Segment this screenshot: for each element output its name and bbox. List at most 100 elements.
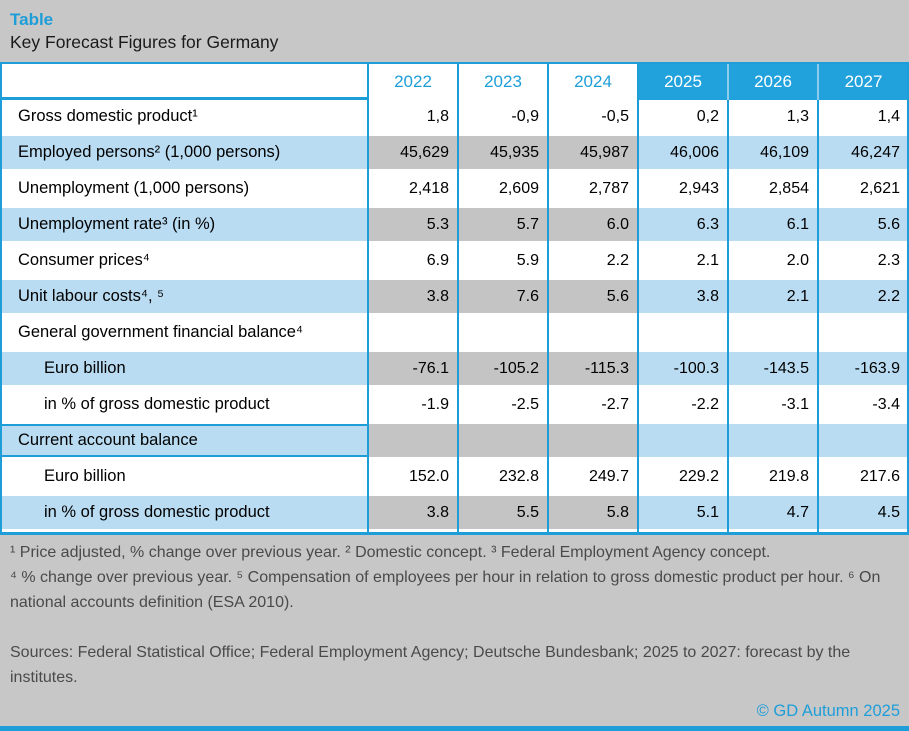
cell-2025: -100.3 <box>638 352 728 385</box>
column-separator <box>727 62 729 535</box>
table-row: Unit labour costs⁴, ⁵ 3.8 7.6 5.6 3.8 2.1 2.2 <box>0 280 909 316</box>
page-bottom-bar <box>0 726 909 731</box>
forecast-header-separator <box>817 64 819 100</box>
cell-2023: 5.9 <box>516 251 539 269</box>
cell-2027 <box>818 424 909 457</box>
cell-2027: 5.6 <box>818 208 909 241</box>
column-header-2027: 2027 <box>818 64 909 100</box>
column-header-2025: 2025 <box>638 64 728 100</box>
row-label: Unit labour costs⁴, ⁵ <box>0 280 368 313</box>
table-right-border <box>907 62 909 535</box>
cell-2026: -3.1 <box>781 395 809 413</box>
cell-2025: -2.2 <box>691 395 719 413</box>
column-header-2022: 2022 <box>368 64 458 100</box>
cell-2024: 45,987 <box>548 136 638 169</box>
cell-2027: 4.5 <box>818 496 909 529</box>
cell-2027: 1,4 <box>877 107 900 125</box>
document-header: Table Key Forecast Figures for Germany <box>0 0 909 62</box>
column-separator <box>817 62 819 535</box>
column-header-2024: 2024 <box>548 64 638 100</box>
row-label: Gross domestic product¹ <box>18 107 198 125</box>
table-kicker: Table <box>10 10 54 29</box>
cell-2025: 229.2 <box>678 467 719 485</box>
cell-2024: -115.3 <box>548 352 638 385</box>
row-label: Unemployment (1,000 persons) <box>18 179 250 197</box>
column-separator <box>637 62 639 535</box>
cell-2027: 2.2 <box>818 280 909 313</box>
table-row: Euro billion 152.0 232.8 249.7 229.2 219.8 217… <box>0 460 909 496</box>
cell-2023: 5.5 <box>458 496 548 529</box>
cell-2023: 45,935 <box>458 136 548 169</box>
cell-2026: 2.0 <box>786 251 809 269</box>
column-separator <box>457 62 459 535</box>
table-bottom-border <box>0 532 909 535</box>
cell-2024: 5.6 <box>548 280 638 313</box>
cell-2027: -163.9 <box>818 352 909 385</box>
column-separator <box>367 62 369 535</box>
cell-2024: 2.2 <box>606 251 629 269</box>
table-left-border <box>0 62 2 535</box>
cell-2024 <box>548 424 638 457</box>
table-row: General government financial balance⁴ <box>0 316 909 352</box>
cell-2024: 2,787 <box>588 179 629 197</box>
cell-2026: 46,109 <box>728 136 818 169</box>
table-row: Employed persons² (1,000 persons) 45,629 4… <box>0 136 909 172</box>
header-label-cell <box>0 64 368 100</box>
cell-2025: 3.8 <box>638 280 728 313</box>
table-row: Euro billion -76.1 -105.2 -115.3 -100.3 -143.… <box>0 352 909 388</box>
table-row: in % of gross domestic product -1.9 -2.5 -2… <box>0 388 909 424</box>
footnote-line-1: ¹ Price adjusted, % change over previous… <box>10 544 771 561</box>
table-header-row: 2022 2023 2024 2025 2026 2027 <box>0 64 909 100</box>
cell-2022: 45,629 <box>368 136 458 169</box>
cell-2025: 2,943 <box>678 179 719 197</box>
forecast-header-separator <box>727 64 729 100</box>
sources-note: Sources: Federal Statistical Office; Fed… <box>10 644 851 686</box>
cell-2022: 6.9 <box>426 251 449 269</box>
cell-2025 <box>638 424 728 457</box>
cell-2023: -105.2 <box>458 352 548 385</box>
table-row: Gross domestic product¹ 1,8 -0,9 -0,5 0,2 1,3… <box>0 100 909 136</box>
cell-2024: 5.8 <box>548 496 638 529</box>
page-title: Key Forecast Figures for Germany <box>10 32 279 52</box>
cell-2027: 2,621 <box>859 179 900 197</box>
column-separator <box>547 62 549 535</box>
cell-2023: -2.5 <box>511 395 539 413</box>
cell-2026: 2,854 <box>768 179 809 197</box>
cell-2024 <box>548 316 638 349</box>
row-label: in % of gross domestic product <box>44 395 270 413</box>
cell-2025: 0,2 <box>696 107 719 125</box>
cell-2024: -0,5 <box>601 107 629 125</box>
footnotes-block: ¹ Price adjusted, % change over previous… <box>0 536 909 694</box>
cell-2022: 1,8 <box>426 107 449 125</box>
cell-2022: -1.9 <box>421 395 449 413</box>
cell-2026: -143.5 <box>728 352 818 385</box>
column-header-2023: 2023 <box>458 64 548 100</box>
cell-2026: 6.1 <box>728 208 818 241</box>
cell-2026: 219.8 <box>768 467 809 485</box>
row-label: General government financial balance⁴ <box>18 323 304 341</box>
table-row: Consumer prices⁴ 6.9 5.9 2.2 2.1 2.0 2.3 <box>0 244 909 280</box>
cell-2024: 249.7 <box>588 467 629 485</box>
table-row: Unemployment rate³ (in %) 5.3 5.7 6.0 6.3 6.1… <box>0 208 909 244</box>
row-label: Employed persons² (1,000 persons) <box>0 136 368 169</box>
forecast-table: 2022 2023 2024 2025 2026 2027 Gross dome… <box>0 62 909 535</box>
cell-2023: 5.7 <box>458 208 548 241</box>
cell-2025: 5.1 <box>638 496 728 529</box>
cell-2023: -0,9 <box>511 107 539 125</box>
cell-2022 <box>368 316 458 349</box>
cell-2024: -2.7 <box>601 395 629 413</box>
cell-2023 <box>458 316 548 349</box>
footnote-line-2: ⁴ % change over previous year. ⁵ Compens… <box>10 569 881 611</box>
cell-2022: 2,418 <box>408 179 449 197</box>
cell-2026: 1,3 <box>786 107 809 125</box>
cell-2027: 217.6 <box>859 467 900 485</box>
cell-2022: -76.1 <box>368 352 458 385</box>
cell-2026: 2.1 <box>728 280 818 313</box>
cell-2027: 46,247 <box>818 136 909 169</box>
row-label: Euro billion <box>0 352 368 385</box>
table-row: Unemployment (1,000 persons) 2,418 2,609 2,… <box>0 172 909 208</box>
cell-2022: 5.3 <box>368 208 458 241</box>
table-row: in % of gross domestic product 3.8 5.5 5.8 5… <box>0 496 909 532</box>
row-label: Euro billion <box>44 467 126 485</box>
